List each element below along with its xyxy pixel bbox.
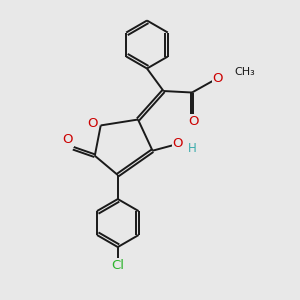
Text: H: H <box>188 142 197 155</box>
Text: O: O <box>212 72 223 85</box>
Text: O: O <box>188 116 199 128</box>
Text: O: O <box>87 116 98 130</box>
Text: CH₃: CH₃ <box>234 67 255 76</box>
Text: Cl: Cl <box>111 259 124 272</box>
Text: O: O <box>63 134 73 146</box>
Text: O: O <box>172 137 183 150</box>
